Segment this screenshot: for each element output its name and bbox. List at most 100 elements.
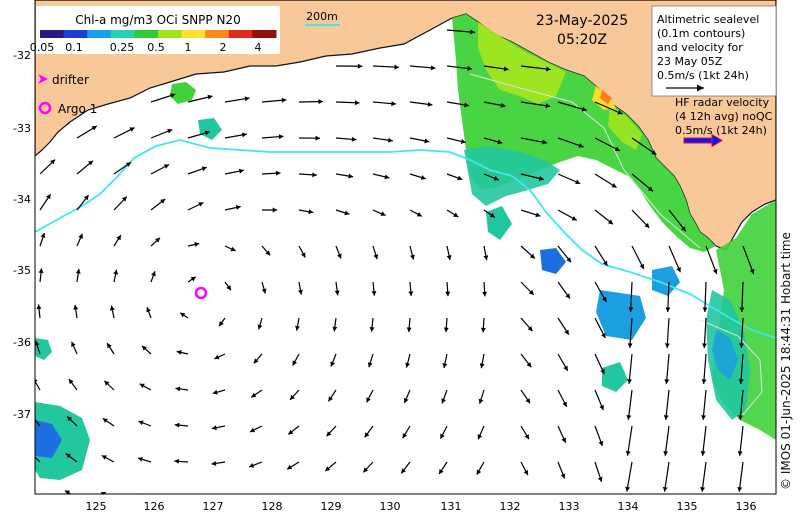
velocity-arrow xyxy=(701,461,707,492)
drifter-legend-icon xyxy=(38,74,48,84)
velocity-arrow-head xyxy=(441,398,446,404)
altimetry-scale-arrow xyxy=(666,84,704,92)
velocity-arrow-head xyxy=(625,486,631,492)
velocity-arrow-head xyxy=(83,195,89,201)
velocity-arrow-head xyxy=(525,398,531,404)
velocity-arrow-head xyxy=(598,440,604,446)
velocity-arrow-head xyxy=(443,327,449,333)
velocity-arrow xyxy=(520,101,551,107)
velocity-arrow-head xyxy=(201,166,207,172)
velocity-arrow-head xyxy=(38,268,44,274)
velocity-arrow-head xyxy=(230,246,236,252)
velocity-arrow xyxy=(629,317,633,348)
velocity-arrow xyxy=(476,498,484,510)
velocity-arrow-head xyxy=(328,396,333,402)
velocity-arrow xyxy=(703,353,707,384)
velocity-arrow xyxy=(738,461,744,492)
velocity-arrow-head xyxy=(403,397,409,404)
colorbar-segment xyxy=(40,30,65,38)
velocity-arrow-head xyxy=(627,343,633,348)
velocity-arrow-head xyxy=(344,210,350,216)
velocity-arrow-head xyxy=(528,289,534,295)
velocity-arrow-head xyxy=(561,437,566,443)
velocity-arrow-head xyxy=(318,99,323,105)
colorbar-ticks: 0.05 0.1 0.25 0.5 1 2 4 xyxy=(30,41,262,54)
velocity-arrow-head xyxy=(599,404,604,411)
velocity-arrow-head xyxy=(30,452,35,457)
velocity-arrow xyxy=(665,353,670,384)
colorbar-tick-label: 4 xyxy=(255,41,262,54)
velocity-arrow xyxy=(35,456,41,463)
velocity-arrow-head xyxy=(235,205,241,210)
velocity-arrow-head xyxy=(416,212,422,217)
velocity-arrow-head xyxy=(700,451,706,456)
velocity-arrow-head xyxy=(446,255,452,260)
velocity-arrow-head xyxy=(597,513,602,518)
chl-patch-nw xyxy=(170,82,196,104)
velocity-arrow xyxy=(35,379,41,391)
velocity-arrow xyxy=(446,29,475,33)
velocity-arrow xyxy=(520,65,551,71)
velocity-arrow-head xyxy=(600,368,605,375)
velocity-arrow-head xyxy=(160,199,166,204)
velocity-arrow-head xyxy=(163,164,170,169)
velocity-arrow-head xyxy=(701,379,707,384)
velocity-arrow-head xyxy=(373,254,379,260)
velocity-arrow-head xyxy=(402,433,408,439)
altimetry-legend-line-2: (0.1m contours) xyxy=(657,27,745,40)
colorbar-tick-label: 0.05 xyxy=(30,41,55,54)
velocity-arrow-head xyxy=(611,183,617,188)
colorbar-gradient xyxy=(40,30,277,38)
velocity-arrow-head xyxy=(211,425,217,431)
velocity-arrow-head xyxy=(749,268,755,275)
velocity-arrow-head xyxy=(275,170,281,176)
velocity-arrow-head xyxy=(625,450,631,456)
velocity-arrow-head xyxy=(75,268,81,274)
colorbar-segment xyxy=(228,30,253,38)
velocity-arrow-head xyxy=(64,490,71,494)
velocity-arrow-head xyxy=(367,362,373,368)
velocity-arrow-head xyxy=(626,414,632,420)
velocity-arrow xyxy=(668,209,687,232)
velocity-arrow-head xyxy=(50,159,56,165)
velocity-arrow xyxy=(664,498,669,520)
drifter-legend-label: drifter xyxy=(52,73,89,87)
velocity-arrow xyxy=(668,245,681,273)
velocity-arrow-head xyxy=(261,288,267,294)
imos-credit: © IMOS 01-Jun-2025 18:44:31 Hobart time xyxy=(779,232,793,490)
colorbar-segment xyxy=(63,30,88,38)
lon-label: 129 xyxy=(321,500,342,513)
velocity-arrow-head xyxy=(380,211,386,216)
colorbar-tick-label: 0.1 xyxy=(65,41,83,54)
hf-radar-legend-line-2: (4 12h avg) noQC xyxy=(675,110,773,123)
sealevel-contour xyxy=(699,319,763,419)
velocity-arrow xyxy=(174,497,188,498)
lon-label: 131 xyxy=(441,500,462,513)
lon-label: 135 xyxy=(677,500,698,513)
argo-float-marker xyxy=(194,286,208,300)
velocity-arrow-head xyxy=(175,386,181,392)
velocity-arrow-head xyxy=(312,172,317,178)
velocity-arrow-head xyxy=(546,66,551,72)
velocity-arrow-head xyxy=(35,340,40,346)
velocity-arrow-head xyxy=(241,132,247,138)
velocity-arrow-head xyxy=(121,196,127,202)
velocity-arrow-head xyxy=(453,212,459,217)
velocity-arrow xyxy=(400,498,410,509)
velocity-arrow xyxy=(664,425,670,456)
velocity-arrow-head xyxy=(249,463,255,468)
colorbar-segment xyxy=(134,30,159,38)
velocity-arrow-head xyxy=(527,326,533,332)
colorbar-tick-label: 2 xyxy=(220,41,227,54)
velocity-arrow-head xyxy=(71,341,76,347)
velocity-arrow-head xyxy=(526,362,532,368)
velocity-arrow-head xyxy=(602,260,608,266)
velocity-arrow xyxy=(702,498,706,520)
velocity-arrow-head xyxy=(560,473,566,479)
velocity-arrow-head xyxy=(644,222,650,228)
velocity-arrow xyxy=(702,389,707,420)
velocity-arrow xyxy=(705,245,718,275)
velocity-arrow-head xyxy=(332,326,338,332)
altimetry-legend-line-4: 23 May 05Z xyxy=(657,55,723,68)
velocity-arrow-head xyxy=(364,432,370,438)
